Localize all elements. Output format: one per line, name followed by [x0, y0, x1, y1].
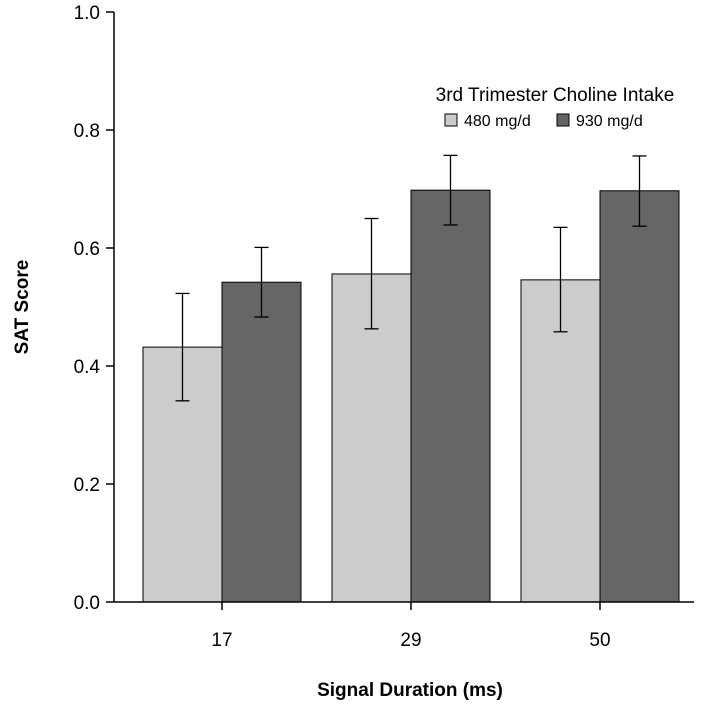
- x-axis-title: Signal Duration (ms): [317, 680, 503, 701]
- y-tick-label: 0.2: [74, 475, 100, 496]
- x-tick-label: 17: [211, 630, 232, 651]
- y-axis-title: SAT Score: [12, 260, 33, 355]
- x-tick-label: 50: [589, 630, 610, 651]
- legend-swatch-930: [556, 113, 570, 127]
- bar-930mgd-17: [221, 281, 302, 603]
- legend-label-480: 480 mg/d: [464, 113, 531, 130]
- error-bars-layer: [175, 154, 647, 402]
- legend: 3rd Trimester Choline Intake 480 mg/d 93…: [436, 85, 675, 130]
- legend-label-930: 930 mg/d: [576, 113, 643, 130]
- y-tick-label: 0.4: [74, 357, 101, 378]
- x-ticks: 17 29 50: [211, 602, 611, 651]
- legend-title: 3rd Trimester Choline Intake: [436, 85, 675, 106]
- x-tick-label: 29: [400, 630, 421, 651]
- y-ticks: 0.0 0.2 0.4 0.6 0.8 1.0: [74, 3, 114, 614]
- bars-layer: [142, 189, 680, 603]
- y-tick-label: 1.0: [74, 3, 100, 24]
- y-tick-label: 0.6: [74, 239, 100, 260]
- y-tick-label: 0.0: [74, 593, 100, 614]
- y-tick-label: 0.8: [74, 121, 100, 142]
- bar-930mgd-50: [599, 190, 680, 603]
- legend-swatch-480: [444, 113, 458, 127]
- bar-930mgd-29: [410, 189, 491, 603]
- axes: [113, 12, 694, 603]
